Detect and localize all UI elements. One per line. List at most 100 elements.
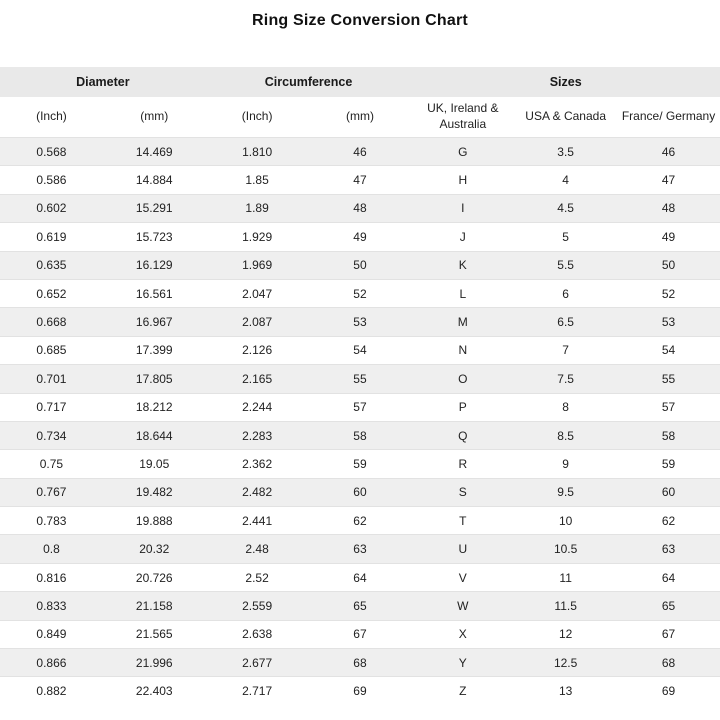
- table-cell: 2.677: [205, 648, 309, 677]
- table-cell: 3.5: [514, 136, 618, 166]
- table-cell: 0.882: [0, 676, 103, 705]
- column-header-row: (Inch) (mm) (Inch) (mm) UK, Ireland & Austra…: [0, 97, 720, 138]
- table-cell: 6: [514, 278, 618, 308]
- table-cell: 18.212: [102, 392, 206, 422]
- table-cell: 0.849: [0, 619, 103, 649]
- table-cell: 68: [617, 648, 720, 677]
- table-cell: 0.8: [0, 534, 103, 564]
- table-cell: 18.644: [102, 420, 206, 450]
- table-cell: 50: [308, 250, 412, 280]
- table-cell: 2.362: [205, 449, 309, 479]
- table-row: 0.668 16.967 2.087 53 M 6.5 53: [0, 307, 720, 337]
- table-row: 0.701 17.805 2.165 55 O 7.5 55: [0, 364, 720, 394]
- table-cell: 20.32: [102, 534, 206, 564]
- table-row: 0.734 18.644 2.283 58 Q 8.5 58: [0, 420, 720, 450]
- table-cell: 5.5: [514, 250, 618, 280]
- table-cell: L: [411, 278, 515, 308]
- table-cell: 63: [308, 534, 412, 564]
- table-cell: V: [411, 562, 515, 592]
- table-cell: 7.5: [514, 364, 618, 394]
- column-header-cell: France/ Germany: [617, 97, 720, 138]
- ring-size-table: Diameter Circumference Sizes (Inch) (mm) (In…: [0, 67, 720, 705]
- table-row: 0.568 14.469 1.810 46 G 3.5 46: [0, 136, 720, 166]
- table-cell: 1.85: [205, 165, 309, 195]
- table-row: 0.619 15.723 1.929 49 J 5 49: [0, 222, 720, 252]
- table-cell: 49: [308, 222, 412, 252]
- table-cell: Z: [411, 676, 515, 705]
- table-cell: 19.482: [102, 477, 206, 507]
- table-cell: 10: [514, 506, 618, 535]
- column-header-cell: (mm): [102, 97, 206, 138]
- table-cell: 15.291: [102, 193, 206, 223]
- table-row: 0.849 21.565 2.638 67 X 12 67: [0, 619, 720, 649]
- table-cell: 49: [617, 222, 720, 252]
- table-cell: 20.726: [102, 562, 206, 592]
- table-cell: H: [411, 165, 515, 195]
- table-cell: 19.05: [102, 449, 206, 479]
- table-cell: 47: [308, 165, 412, 195]
- table-cell: 19.888: [102, 506, 206, 535]
- table-cell: 2.126: [205, 335, 309, 365]
- table-cell: 21.565: [102, 619, 206, 649]
- table-cell: 2.48: [205, 534, 309, 564]
- column-header-cell: (mm): [308, 97, 412, 138]
- table-cell: M: [411, 307, 515, 337]
- table-cell: 64: [617, 562, 720, 592]
- table-cell: 62: [617, 506, 720, 535]
- table-cell: 2.52: [205, 562, 309, 592]
- table-cell: 2.244: [205, 392, 309, 422]
- table-cell: 48: [308, 193, 412, 223]
- table-cell: 8.5: [514, 420, 618, 450]
- table-cell: 60: [308, 477, 412, 507]
- table-cell: 55: [617, 364, 720, 394]
- table-cell: 2.087: [205, 307, 309, 337]
- table-cell: 0.717: [0, 392, 103, 422]
- table-cell: 17.399: [102, 335, 206, 365]
- table-cell: 0.866: [0, 648, 103, 677]
- table-cell: 2.559: [205, 591, 309, 621]
- column-header-cell: USA & Canada: [514, 97, 618, 138]
- table-cell: 69: [617, 676, 720, 705]
- table-row: 0.586 14.884 1.85 47 H 4 47: [0, 165, 720, 195]
- table-cell: 2.482: [205, 477, 309, 507]
- table-cell: 2.047: [205, 278, 309, 308]
- table-cell: 54: [617, 335, 720, 365]
- table-cell: 0.586: [0, 165, 103, 195]
- table-cell: 67: [617, 619, 720, 649]
- table-cell: 2.717: [205, 676, 309, 705]
- table-cell: 9: [514, 449, 618, 479]
- table-row: 0.652 16.561 2.047 52 L 6 52: [0, 278, 720, 308]
- table-cell: 13: [514, 676, 618, 705]
- table-cell: 53: [308, 307, 412, 337]
- table-cell: 12: [514, 619, 618, 649]
- table-cell: Y: [411, 648, 515, 677]
- table-cell: 0.833: [0, 591, 103, 621]
- table-cell: 6.5: [514, 307, 618, 337]
- table-cell: 57: [617, 392, 720, 422]
- table-cell: 1.969: [205, 250, 309, 280]
- table-cell: 2.638: [205, 619, 309, 649]
- table-row: 0.833 21.158 2.559 65 W 11.5 65: [0, 591, 720, 621]
- table-cell: 15.723: [102, 222, 206, 252]
- table-cell: 2.165: [205, 364, 309, 394]
- table-cell: 7: [514, 335, 618, 365]
- table-cell: 46: [308, 136, 412, 166]
- table-cell: 0.783: [0, 506, 103, 535]
- table-cell: 48: [617, 193, 720, 223]
- table-cell: 9.5: [514, 477, 618, 507]
- table-cell: 60: [617, 477, 720, 507]
- table-cell: 2.283: [205, 420, 309, 450]
- table-row: 0.882 22.403 2.717 69 Z 13 69: [0, 676, 720, 705]
- table-cell: 0.619: [0, 222, 103, 252]
- table-cell: 1.89: [205, 193, 309, 223]
- table-row: 0.866 21.996 2.677 68 Y 12.5 68: [0, 648, 720, 677]
- table-cell: 11: [514, 562, 618, 592]
- table-cell: 16.129: [102, 250, 206, 280]
- table-cell: S: [411, 477, 515, 507]
- table-cell: 53: [617, 307, 720, 337]
- table-cell: 10.5: [514, 534, 618, 564]
- table-cell: 0.602: [0, 193, 103, 223]
- table-cell: 21.158: [102, 591, 206, 621]
- page-title: Ring Size Conversion Chart: [252, 12, 468, 29]
- table-cell: 22.403: [102, 676, 206, 705]
